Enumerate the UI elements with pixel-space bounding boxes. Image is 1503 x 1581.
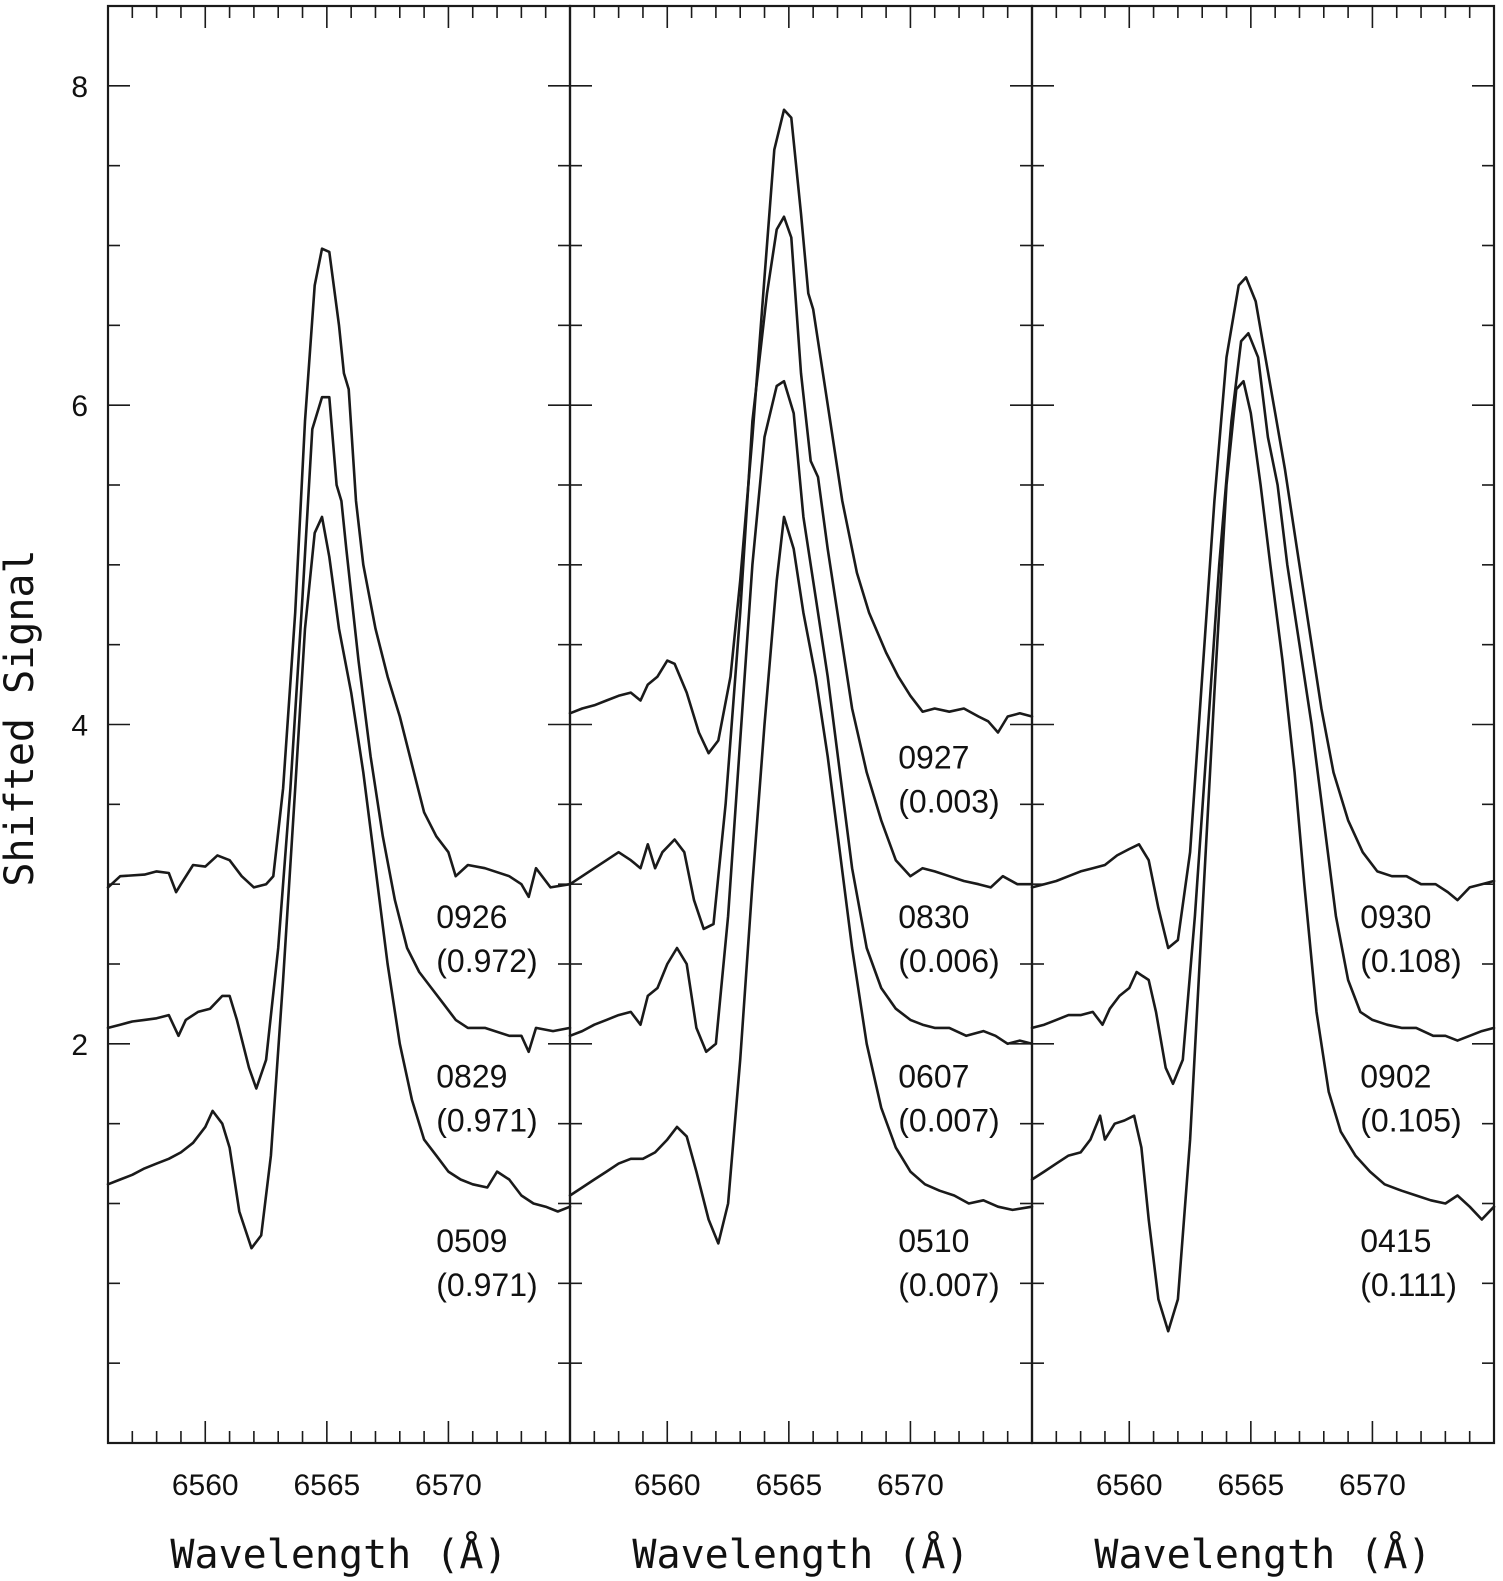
y-tick-label: 6 [71,390,88,423]
panel-1: 6560 6565 6570 Wavelength (Å) 0926 (0.972) 082… [106,4,572,1578]
spectrum-0830 [568,215,1034,931]
x-tick-label: 6560 [1096,1469,1163,1502]
spectrum-0415 [1030,379,1496,1333]
annotation-id: 0830 [898,899,969,935]
x-tick-label: 6560 [172,1469,239,1502]
x-tick-label: 6565 [755,1469,822,1502]
y-tick-label: 2 [71,1029,88,1062]
x-tick-label: 6565 [293,1469,360,1502]
annotation-phase: (0.105) [1360,1103,1461,1139]
annotation-id: 0926 [436,899,507,935]
spectrum-0926 [106,247,572,899]
annotation-id: 0510 [898,1223,969,1259]
x-axis-label: Wavelength (Å) [170,1530,507,1578]
x-axis-label: Wavelength (Å) [632,1530,969,1578]
annotation-phase: (0.972) [436,943,537,979]
spectrum-0829 [106,395,572,1090]
x-tick-label: 6570 [1339,1469,1406,1502]
x-tick-label: 6560 [634,1469,701,1502]
annotation-phase: (0.003) [898,783,999,819]
annotation-id: 0415 [1360,1223,1431,1259]
x-axis-label: Wavelength (Å) [1094,1530,1431,1578]
y-axis-label: Shifted Signal [0,549,43,886]
panel-2: 6560 6565 6570 Wavelength (Å) 0927 (0.003) 083… [568,4,1034,1578]
annotation-id: 0930 [1360,899,1431,935]
annotation-phase: (0.006) [898,943,999,979]
spectrum-0930 [1030,276,1496,950]
annotation-id: 0509 [436,1223,507,1259]
annotation-phase: (0.007) [898,1103,999,1139]
annotation-id: 0902 [1360,1059,1431,1095]
annotation-phase: (0.007) [898,1267,999,1303]
panel-3: 6560 6565 6570 Wavelength (Å) 0930 (0.108) 090… [1030,4,1496,1578]
annotation-id: 0829 [436,1059,507,1095]
y-tick-label: 8 [71,71,88,104]
x-tick-label: 6570 [877,1469,944,1502]
annotation-phase: (0.971) [436,1267,537,1303]
x-tick-label: 6565 [1217,1469,1284,1502]
spectrum-0510 [568,515,1034,1245]
spectrum-0927 [568,108,1034,755]
annotation-id: 0927 [898,739,969,775]
y-tick-label: 4 [71,710,88,743]
annotation-id: 0607 [898,1059,969,1095]
spectrum-0902 [1030,332,1496,1086]
spectrum-0607 [568,379,1034,1054]
annotation-phase: (0.108) [1360,943,1461,979]
x-tick-label: 6570 [415,1469,482,1502]
spectrum-0509 [106,515,572,1250]
annotation-phase: (0.971) [436,1103,537,1139]
annotation-phase: (0.111) [1360,1267,1457,1303]
